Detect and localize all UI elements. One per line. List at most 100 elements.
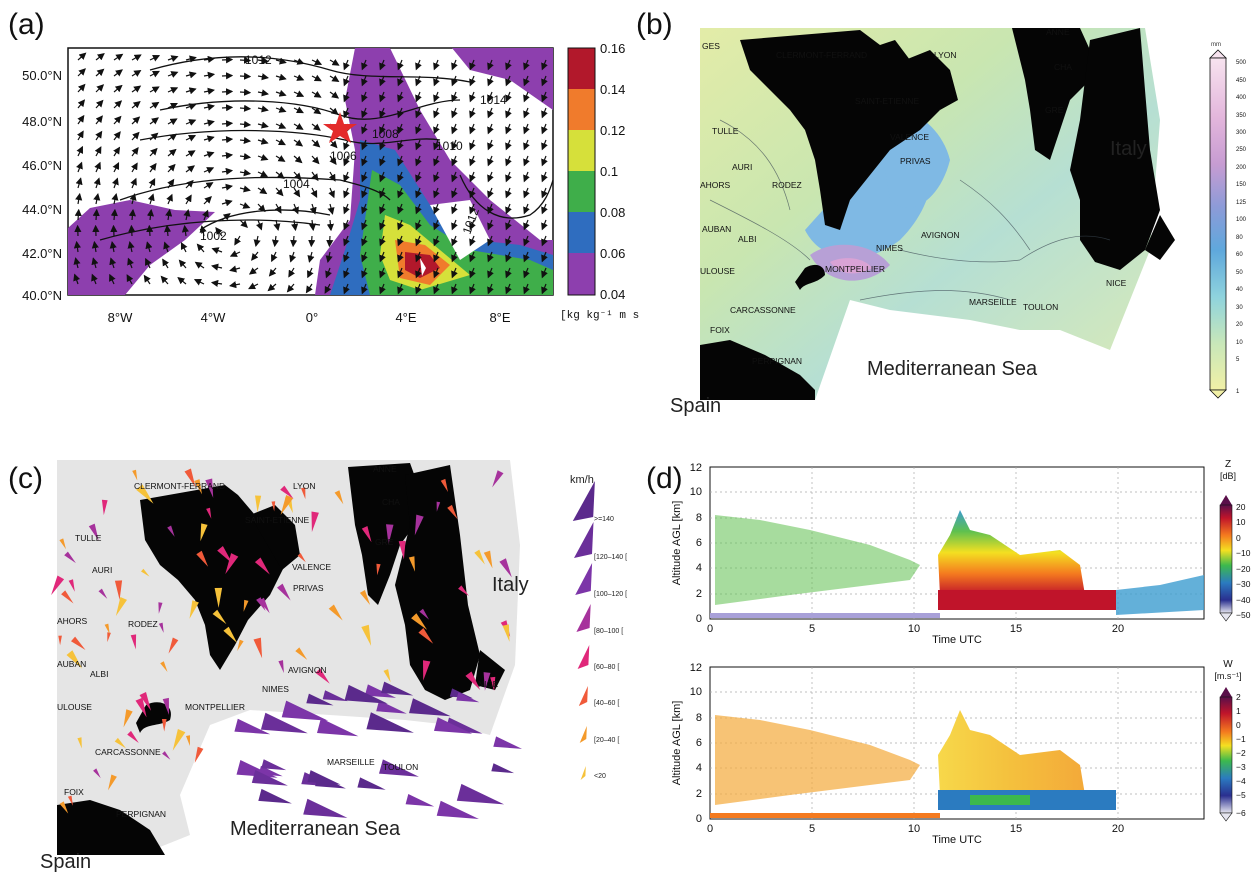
wind-arrow (487, 107, 494, 119)
gust-arrow (158, 602, 163, 614)
svg-text:[100–120 [: [100–120 [ (594, 591, 627, 598)
wind-arrow (397, 75, 404, 87)
wind-arrow (113, 131, 121, 141)
wind-arrow (202, 209, 209, 221)
gust-arrow (306, 693, 334, 706)
svg-text:300: 300 (1236, 130, 1247, 136)
wind-arrow (326, 235, 334, 248)
svg-text:RODEZ: RODEZ (128, 619, 158, 629)
svg-text:150: 150 (1236, 182, 1247, 188)
wind-arrow (251, 251, 259, 261)
wind-arrow (221, 213, 231, 221)
wind-arrow (523, 139, 530, 151)
wind-arrow (379, 283, 386, 295)
wind-arrow (451, 267, 458, 279)
wind-arrow (415, 107, 422, 119)
wind-arrow (193, 279, 205, 286)
wind-arrow (361, 155, 368, 167)
wind-arrow (185, 55, 197, 63)
gust-arrow (59, 801, 69, 814)
svg-text:1008: 1008 (372, 127, 399, 141)
svg-text:2: 2 (696, 588, 702, 600)
wind-arrow (76, 145, 83, 157)
svg-text:12: 12 (690, 462, 702, 474)
wind-arrow (109, 257, 117, 269)
svg-text:NICE: NICE (478, 679, 499, 689)
wind-arrow (185, 179, 194, 189)
svg-text:NIMES: NIMES (876, 243, 903, 253)
svg-text:250: 250 (1236, 147, 1247, 153)
wind-arrow (145, 257, 152, 269)
gust-arrow (196, 550, 209, 567)
gust-arrow (162, 751, 171, 760)
svg-text:0: 0 (696, 613, 702, 625)
wind-arrow (415, 235, 422, 247)
wind-arrow (293, 139, 304, 147)
svg-text:0: 0 (707, 623, 713, 635)
wind-arrow (451, 139, 458, 151)
wind-arrow (433, 187, 440, 199)
wind-arrow (361, 267, 368, 279)
wind-arrow (415, 91, 422, 103)
wind-arrow (343, 187, 350, 199)
wind-arrow (77, 114, 85, 125)
gust-arrow (281, 700, 329, 721)
wind-arrow (327, 203, 335, 215)
gust-arrow (436, 501, 441, 512)
wind-arrow (541, 235, 548, 247)
wind-arrow (415, 219, 422, 231)
wind-arrow (239, 120, 252, 128)
wind-arrow (451, 59, 458, 71)
gust-arrow (161, 719, 167, 732)
wind-arrow (487, 171, 494, 183)
svg-text:0.04: 0.04 (600, 287, 625, 302)
gust-arrow (172, 729, 186, 751)
svg-text:8: 8 (696, 712, 702, 724)
gust-arrow (114, 737, 126, 749)
wind-arrow (257, 137, 269, 145)
wind-arrow (253, 235, 261, 247)
wind-arrow (248, 267, 259, 275)
gust-arrow (194, 479, 202, 495)
wind-arrow (487, 123, 494, 135)
gust-arrow (328, 604, 343, 621)
svg-text:ULOUSE: ULOUSE (700, 266, 735, 276)
wind-arrow (149, 147, 158, 157)
svg-text:0.06: 0.06 (600, 246, 625, 261)
wind-arrow (196, 243, 205, 253)
gust-arrow (361, 624, 372, 646)
svg-text:TOULON: TOULON (1023, 302, 1058, 312)
gust-arrow (311, 511, 319, 532)
svg-text:Altitude AGL [km]: Altitude AGL [km] (671, 501, 683, 586)
panel-c-label: (c) (8, 462, 43, 495)
wind-arrow (149, 117, 159, 125)
svg-text:0.16: 0.16 (600, 41, 625, 56)
svg-text:−5: −5 (1236, 790, 1246, 800)
wind-arrow (211, 263, 223, 271)
wind-arrow (275, 89, 287, 97)
legend-arrow-3 (576, 604, 591, 632)
legend-arrow-7 (580, 766, 586, 780)
wind-arrow (95, 84, 105, 93)
gust-arrow (194, 746, 204, 763)
wind-arrow (185, 71, 197, 79)
wind-arrow (451, 219, 458, 231)
svg-text:40: 40 (1236, 287, 1243, 293)
wind-arrow (469, 235, 476, 247)
svg-text:46.0°N: 46.0°N (22, 158, 62, 173)
gust-arrow (409, 698, 451, 717)
svg-text:RODEZ: RODEZ (772, 180, 802, 190)
wind-arrow (163, 241, 171, 253)
svg-text:FOIX: FOIX (64, 787, 84, 797)
wind-arrow (221, 120, 234, 128)
svg-text:<20: <20 (594, 773, 606, 780)
svg-text:40.0°N: 40.0°N (22, 288, 62, 303)
svg-text:LYON: LYON (293, 481, 316, 491)
svg-text:km/h: km/h (570, 474, 594, 486)
gust-arrow (315, 668, 330, 684)
wind-arrow (523, 123, 530, 135)
vertical-velocity-plot: 0 2 4 6 8 10 12 0 5 10 15 20 Time UTC Al… (671, 659, 1246, 846)
wind-arrow (397, 107, 404, 119)
panel-a-axes: 50.0°N 48.0°N 46.0°N 44.0°N 42.0°N 40.0°… (22, 68, 511, 325)
gust-arrow (255, 495, 262, 513)
